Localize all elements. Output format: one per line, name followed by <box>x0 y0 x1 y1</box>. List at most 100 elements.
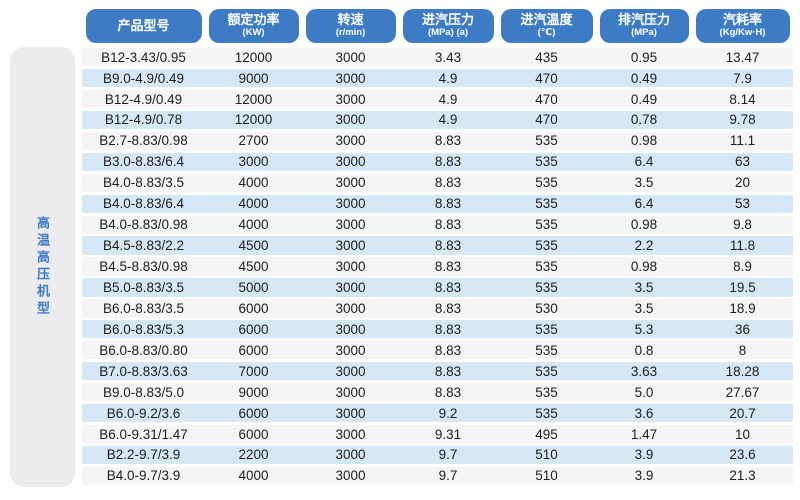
cell-model: B5.0-8.83/3.5 <box>102 279 185 295</box>
cell-value: 510 <box>535 447 558 463</box>
cell-value: 3.9 <box>634 447 654 463</box>
cell-value: 9.2 <box>438 405 458 421</box>
cell-value: 3000 <box>335 300 366 316</box>
header-label: 排汽压力 <box>617 12 670 28</box>
cell-value: 3.43 <box>434 49 462 65</box>
cell-value: 0.98 <box>630 217 658 233</box>
cell-model: B2.7-8.83/0.98 <box>99 133 188 149</box>
cell-model: B9.0-8.83/5.0 <box>102 384 185 400</box>
cell-value: 20 <box>734 175 751 191</box>
cell-value: 3000 <box>335 91 366 107</box>
table-row: B4.0-9.7/3.9 4000 3000 9.7 510 3.9 21.3 <box>82 466 793 486</box>
header-label: 额定功率 <box>227 12 280 28</box>
cell-value: 4.9 <box>438 91 458 107</box>
header-label: 进汽温度 <box>520 12 573 28</box>
cell-value: 3.6 <box>634 405 654 421</box>
cell-value: 2.2 <box>634 238 654 254</box>
cell-value: 3000 <box>335 112 366 128</box>
cell-value: 4500 <box>238 238 269 254</box>
table-row: B4.0-8.83/0.98 4000 3000 8.83 535 0.98 9.8 <box>82 215 793 234</box>
col-header-model: 产品型号 <box>82 9 205 43</box>
table-row: B4.0-8.83/6.4 4000 3000 8.83 535 6.4 53 <box>82 194 793 213</box>
cell-value: 8.83 <box>434 259 462 275</box>
cell-model: B12-3.43/0.95 <box>101 49 186 65</box>
cell-value: 6.4 <box>634 196 654 212</box>
cell-value: 6000 <box>238 300 269 316</box>
cell-value: 8.9 <box>733 259 752 275</box>
cell-value: 3000 <box>335 321 366 337</box>
header-label: 转速 <box>337 12 364 28</box>
col-header-inlet-temperature: 进汽温度 (℃) <box>497 9 596 43</box>
cell-value: 535 <box>535 196 558 212</box>
cell-value: 4.9 <box>438 70 458 86</box>
cell-value: 4000 <box>238 175 269 191</box>
header-pill: 转速 (r/min) <box>305 9 396 43</box>
table-row: B5.0-8.83/3.5 5000 3000 8.83 535 3.5 19.5 <box>82 278 793 297</box>
table-row: B2.2-9.7/3.9 2200 3000 9.7 510 3.9 23.6 <box>82 445 793 465</box>
cell-value: 4500 <box>238 259 269 275</box>
cell-value: 0.98 <box>630 133 658 149</box>
col-header-rated-power: 额定功率 (KW) <box>205 9 302 43</box>
cell-value: 495 <box>535 426 558 442</box>
header-label: 汽耗率 <box>722 12 762 28</box>
col-header-speed: 转速 (r/min) <box>302 9 399 43</box>
cell-value: 13.47 <box>725 49 760 65</box>
table-row: B7.0-8.83/3.63 7000 3000 8.83 535 3.63 18.28 <box>82 362 793 381</box>
cell-value: 535 <box>535 384 558 400</box>
cell-value: 36 <box>734 321 751 337</box>
cell-value: 5000 <box>238 279 269 295</box>
cell-value: 12000 <box>234 112 273 128</box>
cell-value: 535 <box>535 175 558 191</box>
cell-value: 3000 <box>335 154 366 170</box>
cell-value: 3000 <box>335 426 366 442</box>
cell-value: 11.1 <box>729 133 756 149</box>
cell-value: 8.83 <box>434 217 462 233</box>
table-row: B9.0-8.83/5.0 9000 3000 8.83 535 5.0 27.67 <box>82 383 793 402</box>
header-unit: (MPa) <box>631 27 657 38</box>
cell-value: 8.83 <box>434 279 462 295</box>
cell-value: 535 <box>535 321 558 337</box>
cell-value: 9.8 <box>733 217 752 233</box>
cell-value: 8.14 <box>729 91 756 107</box>
cell-model: B4.5-8.83/2.2 <box>102 238 185 254</box>
category-sidebar: 高温高压机型 <box>10 47 75 487</box>
cell-value: 470 <box>535 70 558 86</box>
cell-value: 8.83 <box>434 384 462 400</box>
table-body: B12-3.43/0.95 12000 3000 3.43 435 0.95 13.47 B9… <box>82 48 793 486</box>
cell-value: 4000 <box>238 217 269 233</box>
cell-value: 0.98 <box>630 259 658 275</box>
cell-value: 9.7 <box>438 447 458 463</box>
cell-value: 6000 <box>238 405 269 421</box>
header-label: 进汽压力 <box>421 12 474 28</box>
cell-value: 3000 <box>335 342 366 358</box>
cell-value: 8.83 <box>434 133 462 149</box>
cell-value: 10 <box>734 426 751 442</box>
col-header-steam-rate: 汽耗率 (Kg/Kw·H) <box>692 9 793 43</box>
header-pill: 排汽压力 (MPa) <box>599 9 689 43</box>
cell-value: 3000 <box>335 49 366 65</box>
spec-table: 产品型号 额定功率 (KW) 转速 (r/min) 进汽压力 (MPa) (a) <box>82 9 793 488</box>
cell-value: 3000 <box>335 259 366 275</box>
cell-value: 5.3 <box>634 321 654 337</box>
cell-value: 470 <box>535 91 558 107</box>
cell-value: 53 <box>734 196 751 212</box>
cell-model: B9.0-4.9/0.49 <box>102 70 185 86</box>
col-header-exhaust-pressure: 排汽压力 (MPa) <box>596 9 692 43</box>
cell-value: 8.83 <box>434 300 462 316</box>
cell-value: 3000 <box>335 175 366 191</box>
table-row: B4.5-8.83/2.2 4500 3000 8.83 535 2.2 11.8 <box>82 236 793 255</box>
cell-value: 20.7 <box>729 405 756 421</box>
cell-model: B12-4.9/0.49 <box>104 91 183 107</box>
cell-value: 6000 <box>238 426 269 442</box>
cell-value: 8.83 <box>434 238 462 254</box>
cell-value: 21.3 <box>729 468 756 484</box>
cell-value: 1.47 <box>630 426 658 442</box>
table-row: B9.0-4.9/0.49 9000 3000 4.9 470 0.49 7.9 <box>82 68 793 88</box>
cell-value: 18.28 <box>725 363 760 379</box>
cell-value: 2700 <box>238 133 269 149</box>
cell-value: 535 <box>535 154 558 170</box>
cell-model: B4.0-8.83/3.5 <box>102 175 185 191</box>
col-header-inlet-pressure: 进汽压力 (MPa) (a) <box>399 9 497 43</box>
table-row: B6.0-8.83/5.3 6000 3000 8.83 535 5.3 36 <box>82 320 793 339</box>
cell-value: 3.5 <box>634 279 654 295</box>
